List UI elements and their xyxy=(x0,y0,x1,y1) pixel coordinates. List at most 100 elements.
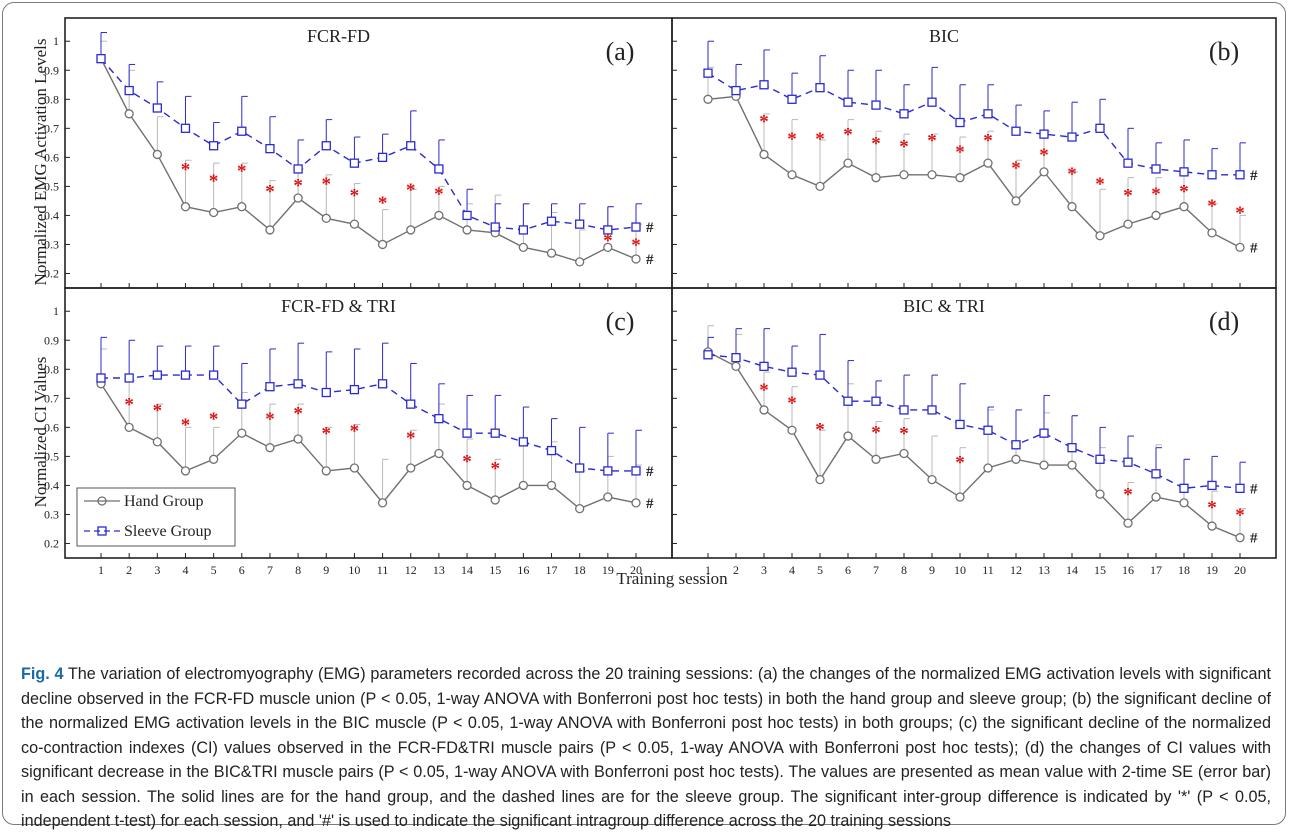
x-tick-label: 10 xyxy=(954,563,966,577)
y-tick-label: 0.8 xyxy=(44,362,59,376)
y-tick-label: 0.9 xyxy=(44,333,59,347)
hand-point xyxy=(575,503,585,514)
x-tick-label: 4 xyxy=(182,563,188,577)
hand-line xyxy=(707,351,1241,539)
significance-star: * xyxy=(899,424,909,445)
sleeve-point xyxy=(518,225,529,235)
y-tick-label: 0.2 xyxy=(44,266,59,280)
x-tick-label: 7 xyxy=(267,563,273,577)
significance-star: * xyxy=(631,235,641,256)
hand-point xyxy=(490,495,500,505)
significance-star: * xyxy=(209,171,219,192)
significance-star: * xyxy=(1095,174,1105,195)
sleeve-point xyxy=(955,419,965,430)
significance-star: * xyxy=(181,160,191,181)
hand-point xyxy=(1095,489,1105,499)
sleeve-point xyxy=(603,466,613,476)
sleeve-point xyxy=(787,94,797,104)
significance-star: * xyxy=(603,231,613,252)
hand-point xyxy=(406,225,416,235)
hand-point xyxy=(152,437,162,447)
sleeve-point xyxy=(152,370,162,380)
legend-sleeve-marker xyxy=(97,526,107,536)
sleeve-point xyxy=(180,370,191,380)
x-tick-label: 15 xyxy=(489,563,501,577)
caption-text: The variation of electromyography (EMG) … xyxy=(21,665,1271,830)
hand-point xyxy=(1067,202,1077,212)
hand-point xyxy=(1011,196,1021,206)
significance-star: * xyxy=(1067,164,1077,185)
hand-point xyxy=(603,242,613,253)
hand-point xyxy=(293,434,303,444)
hand-line xyxy=(100,383,637,510)
hand-point xyxy=(631,254,641,264)
significance-star: * xyxy=(434,184,444,205)
sleeve-intragroup-marker: # xyxy=(646,220,654,236)
significance-star: * xyxy=(759,380,769,401)
x-tick-label: 10 xyxy=(348,563,360,577)
figure-chart: FCR-FD (a) 0.2 0.3 0.4 0.5 0.6 0.7 0.8 0.9 1 * * * * * *… xyxy=(31,17,1277,588)
significance-star: * xyxy=(490,459,500,480)
hand-point xyxy=(434,210,444,221)
significance-star: * xyxy=(871,133,881,154)
x-tick-label: 17 xyxy=(1150,563,1162,577)
significance-star: * xyxy=(462,451,472,472)
hand-point xyxy=(899,448,909,459)
y-tick-label: 0.5 xyxy=(44,179,59,193)
significance-star: * xyxy=(350,421,360,442)
hand-point xyxy=(759,149,769,160)
significance-star: * xyxy=(1207,498,1217,519)
sleeve-point xyxy=(927,405,937,415)
sleeve-point xyxy=(575,219,585,229)
x-tick-label: 8 xyxy=(901,563,907,577)
hand-point xyxy=(843,431,853,441)
significance-star: * xyxy=(1235,505,1245,526)
hand-point xyxy=(1151,210,1161,221)
panel-label: (a) xyxy=(606,37,635,66)
sleeve-point xyxy=(349,384,360,395)
hand-point xyxy=(1207,228,1217,238)
hand-point xyxy=(631,498,641,508)
sleeve-point xyxy=(1011,126,1021,136)
significance-star: * xyxy=(378,193,388,214)
sleeve-point xyxy=(293,164,303,174)
y-tick-label: 0.3 xyxy=(44,237,59,251)
hand-intragroup-marker: # xyxy=(1250,240,1258,256)
significance-star: * xyxy=(293,403,303,424)
sleeve-point xyxy=(899,405,909,415)
hand-point xyxy=(406,463,416,473)
panel-title: FCR-FD & TRI xyxy=(281,296,396,316)
significance-star: * xyxy=(1123,485,1133,506)
sleeve-point xyxy=(983,425,993,435)
legend-hand-label: Hand Group xyxy=(124,493,204,510)
x-tick-label: 16 xyxy=(517,563,529,577)
significance-star: * xyxy=(181,415,191,436)
y-tick-label: 0.9 xyxy=(44,63,59,77)
hand-point xyxy=(1151,492,1161,502)
sleeve-point xyxy=(1151,469,1161,479)
significance-star: * xyxy=(1151,184,1161,205)
y-tick-label: 0.4 xyxy=(44,208,59,222)
sleeve-point xyxy=(462,428,472,438)
sleeve-point xyxy=(124,373,134,383)
x-tick-label: 3 xyxy=(761,563,767,577)
x-tick-label: 20 xyxy=(1234,563,1246,577)
hand-point xyxy=(518,480,529,491)
hand-point xyxy=(1179,498,1189,508)
x-tick-label: 2 xyxy=(126,563,132,577)
sleeve-point xyxy=(321,387,331,398)
hand-point xyxy=(237,202,247,212)
x-tick-label: 1 xyxy=(98,563,104,577)
hand-point xyxy=(1235,533,1245,543)
ylabel-bottom: Normalized CI Values xyxy=(31,357,50,508)
significance-star: * xyxy=(1207,196,1217,217)
hand-point xyxy=(321,466,331,476)
panel-frame xyxy=(671,287,1277,559)
sleeve-point xyxy=(377,152,388,163)
sleeve-point xyxy=(955,117,965,128)
significance-star: * xyxy=(955,142,965,163)
hand-line xyxy=(707,95,1241,248)
panel-label: (c) xyxy=(606,307,635,336)
sleeve-point xyxy=(1067,443,1077,453)
